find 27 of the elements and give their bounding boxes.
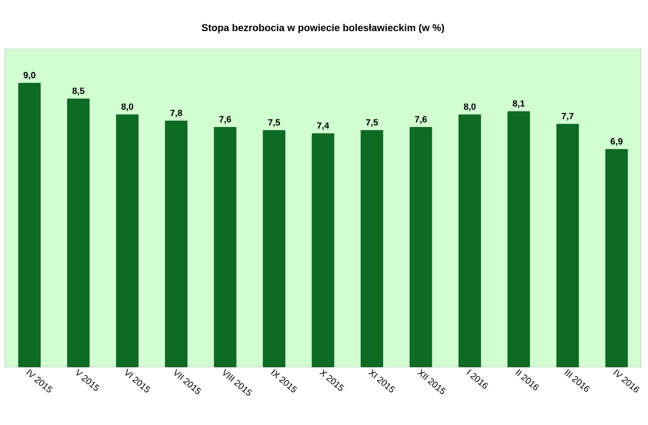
data-label: 9,0 <box>24 72 36 80</box>
data-label: 7,5 <box>268 119 280 127</box>
data-label: 7,6 <box>415 116 427 124</box>
bar <box>556 124 579 368</box>
bar <box>360 130 384 368</box>
bar <box>214 127 236 368</box>
chart-title: Stopa bezrobocia w powiecie bolesławieckim (w %) <box>202 24 444 34</box>
bar <box>67 98 90 368</box>
bar <box>458 114 481 368</box>
data-label: 7,5 <box>366 119 378 127</box>
bar <box>18 82 41 368</box>
data-label: 7,4 <box>317 122 330 130</box>
data-label: 7,6 <box>219 116 232 124</box>
data-label: 8,5 <box>72 88 84 96</box>
bar <box>116 114 139 368</box>
data-label: 7,7 <box>562 113 574 121</box>
bar <box>312 133 334 368</box>
data-label: 8,0 <box>121 103 134 112</box>
bar <box>605 149 628 368</box>
bar <box>508 111 530 368</box>
bar <box>262 130 286 368</box>
bar <box>410 127 432 368</box>
data-label: 6,9 <box>610 138 622 146</box>
bar <box>165 120 188 368</box>
data-label: 7,8 <box>170 110 182 118</box>
data-label: 8,1 <box>512 100 525 108</box>
data-label: 8,0 <box>464 103 476 112</box>
